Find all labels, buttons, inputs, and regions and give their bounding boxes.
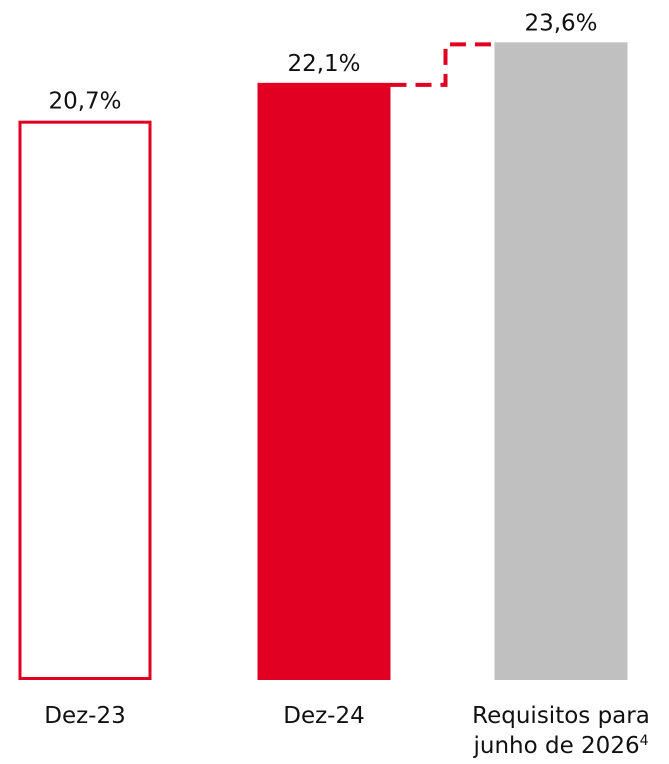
category-labels-group: Dez-23 Dez-24 Requisitos para junho de 2026…	[44, 703, 650, 759]
category-label-line: Dez-23	[44, 703, 126, 729]
bars-group	[18, 42, 628, 681]
value-label-3: 23,6%	[524, 10, 597, 36]
value-label-2: 22,1%	[287, 51, 360, 77]
category-label-line: Requisitos para	[472, 703, 650, 729]
connector-group	[390, 42, 495, 87]
footnote-superscript: 4	[640, 733, 649, 749]
category-label-line: junho de 20264	[472, 733, 648, 759]
category-label-3: Requisitos para junho de 20264	[472, 703, 650, 759]
dashed-connector-line	[390, 42, 495, 87]
value-labels-group: 20,7% 22,1% 23,6%	[48, 10, 597, 114]
bar-2	[257, 82, 391, 680]
category-label-line: Dez-24	[283, 703, 365, 729]
value-label-1: 20,7%	[48, 89, 121, 115]
category-label-2: Dez-24	[283, 703, 365, 729]
bar-1	[18, 120, 152, 680]
bar-3	[494, 42, 628, 681]
category-label-1: Dez-23	[44, 703, 126, 729]
